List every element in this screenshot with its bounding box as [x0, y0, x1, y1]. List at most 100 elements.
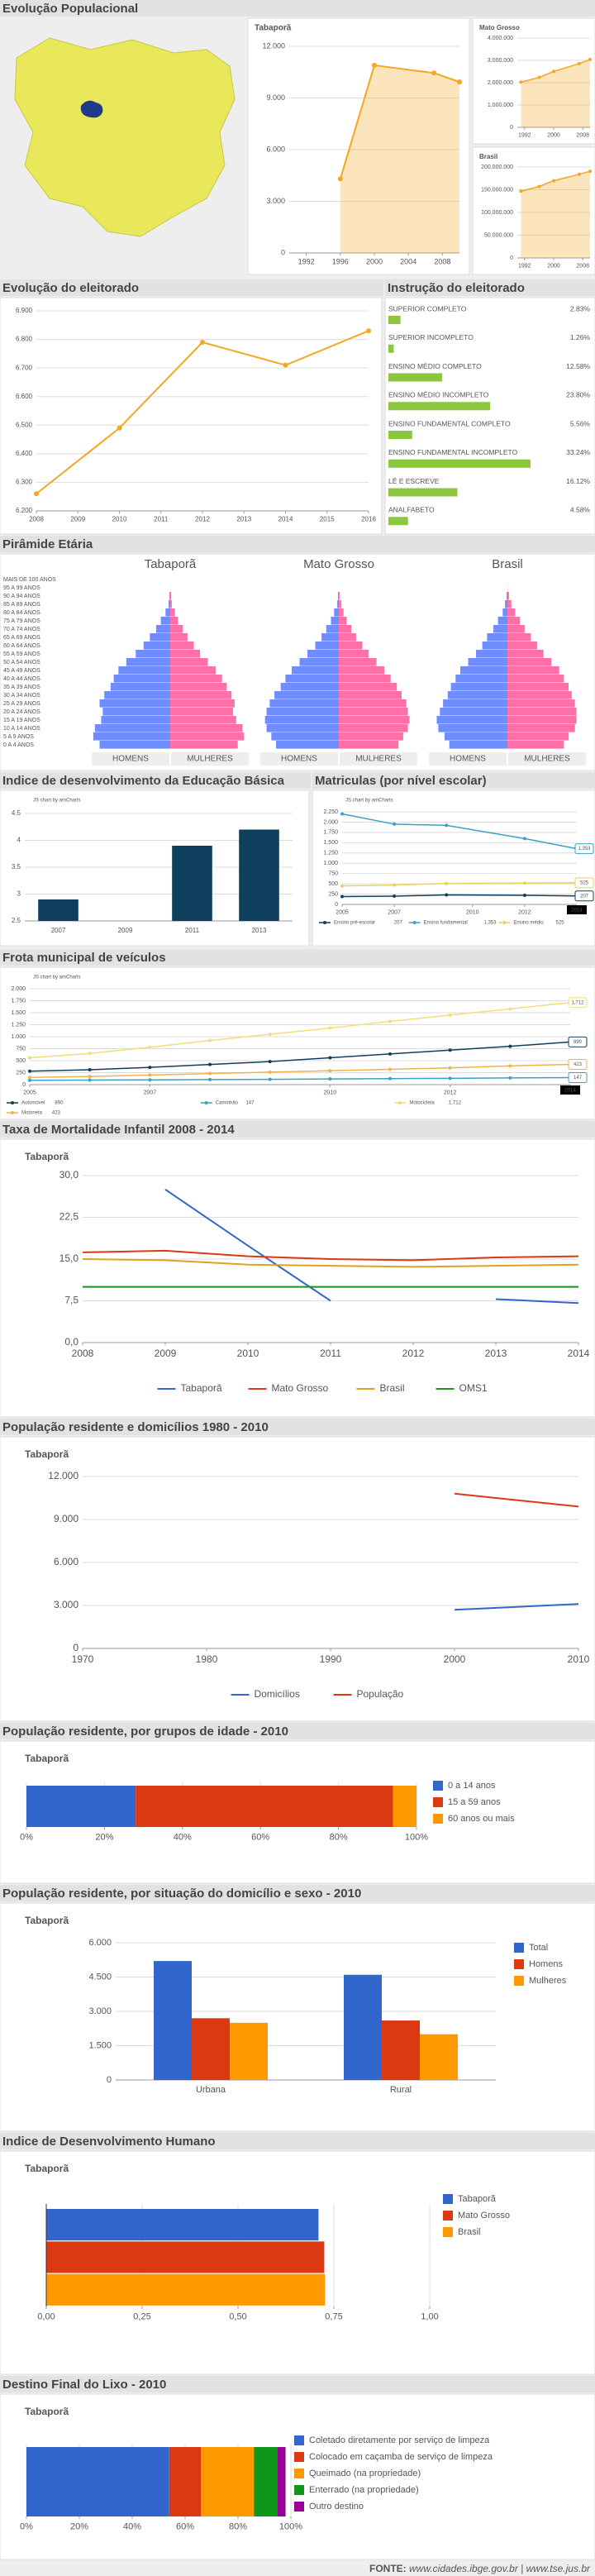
- y-tick-label: 1.000: [11, 1034, 26, 1040]
- female-bar: [507, 650, 544, 658]
- point: [88, 1068, 92, 1072]
- legend-label: 15 a 59 anos: [448, 1797, 501, 1807]
- legend-label: Domicílios: [255, 1688, 300, 1700]
- point: [393, 883, 397, 887]
- female-label: MULHERES: [187, 755, 233, 764]
- x-tick-label: Urbana: [196, 2085, 226, 2095]
- sex-label-bg: [92, 752, 169, 766]
- female-bar: [339, 608, 344, 617]
- point: [388, 1067, 392, 1071]
- y-tick-label: 250: [328, 891, 338, 897]
- x-tick-label: 2010: [324, 1090, 337, 1095]
- male-bar: [155, 625, 170, 633]
- y-tick-label: 6.400: [16, 450, 33, 457]
- section-title: Taxa de Mortalidade Infantil 2008 - 2014: [2, 1123, 235, 1137]
- male-bar: [315, 642, 339, 650]
- bar: [192, 2018, 230, 2080]
- y-tick-label: 9.000: [54, 1513, 79, 1524]
- age-label: 70 A 74 ANOS: [3, 627, 40, 632]
- y-tick-label: 6.800: [16, 336, 33, 343]
- value-label: 2.83%: [570, 304, 591, 312]
- y-tick-label: 2.250: [323, 809, 338, 815]
- chart-subtitle: Tabaporã: [25, 1151, 69, 1162]
- section-title: Matriculas (por nível escolar): [315, 774, 487, 788]
- legend-swatch: [294, 2469, 304, 2478]
- category-label: ANALFABETO: [388, 506, 435, 514]
- point: [337, 176, 343, 182]
- y-tick-label: 1.500: [323, 840, 338, 846]
- value-tag: 207: [580, 894, 589, 899]
- female-bar: [170, 642, 194, 650]
- bar-segment: [393, 1786, 416, 1827]
- point: [448, 1048, 452, 1052]
- y-tick-label: 1.000.000: [488, 103, 513, 108]
- female-bar: [507, 658, 552, 666]
- female-bar: [507, 716, 577, 724]
- legend-marker: [11, 1111, 14, 1114]
- point: [445, 893, 449, 897]
- chart-subtitle: Tabaporã: [25, 1915, 69, 1926]
- section-header-bg: [0, 279, 383, 296]
- chart-subtitle: Tabaporã: [25, 2163, 69, 2174]
- section-title: Destino Final do Lixo - 2010: [2, 2378, 166, 2392]
- value-tag-bg: [574, 843, 594, 855]
- female-bar: [507, 732, 569, 741]
- legend-label: Outro destino: [309, 2502, 364, 2512]
- section-title: Indice de desenvolvimento da Educação Bá…: [2, 774, 285, 788]
- x-tick-label: 0,50: [229, 2312, 246, 2322]
- panel: [0, 1436, 595, 1722]
- male-bar: [447, 691, 507, 699]
- bar: [46, 2273, 326, 2306]
- x-tick-label: 100%: [279, 2522, 302, 2532]
- male-bar: [450, 683, 507, 691]
- point: [445, 823, 449, 828]
- y-tick-label: 0,0: [64, 1336, 79, 1348]
- female-bar: [339, 650, 369, 658]
- x-tick-label: 2009: [118, 927, 133, 934]
- point: [268, 1077, 272, 1081]
- chart-subtitle: Tabaporã: [25, 1448, 69, 1460]
- section-title: População residente, por grupos de idade…: [2, 1724, 288, 1739]
- female-bar: [339, 617, 347, 625]
- bar: [420, 2034, 458, 2080]
- x-tick-label: 2007: [51, 927, 66, 934]
- x-tick-label: 80%: [330, 1833, 348, 1843]
- y-tick-label: 0: [510, 125, 513, 131]
- point: [552, 69, 555, 74]
- point: [552, 179, 555, 183]
- female-bar: [507, 617, 521, 625]
- point: [393, 822, 397, 826]
- bar: [46, 2209, 319, 2241]
- female-label: MULHERES: [355, 755, 402, 764]
- legend-label: Mato Grosso: [458, 2211, 510, 2221]
- x-tick-label: 100%: [405, 1833, 428, 1843]
- point: [508, 1044, 512, 1048]
- point: [117, 425, 122, 431]
- bar: [388, 459, 531, 468]
- point: [588, 169, 592, 174]
- male-label: HOMENS: [112, 755, 149, 764]
- y-tick-label: 1.500: [11, 1010, 26, 1016]
- female-bar: [507, 691, 572, 699]
- point: [393, 894, 397, 899]
- legend-swatch: [433, 1781, 443, 1791]
- y-tick-label: 3.000.000: [488, 58, 513, 64]
- female-bar: [170, 675, 222, 683]
- point: [208, 1062, 212, 1066]
- line: [82, 1258, 579, 1268]
- age-label: 50 A 54 ANOS: [3, 660, 40, 665]
- y-tick-label: 6.000: [266, 145, 285, 153]
- male-bar: [165, 608, 170, 617]
- x-tick-label: 2005: [336, 909, 349, 915]
- point: [388, 1052, 392, 1056]
- x-tick-label: 2008: [434, 258, 450, 266]
- value-tag-bg: [574, 877, 594, 889]
- y-tick-label: 1.750: [323, 830, 338, 836]
- x-tick-label: 1996: [332, 258, 349, 266]
- female-bar: [339, 683, 397, 691]
- legend-swatch: [294, 2435, 304, 2445]
- value-label: 5.56%: [570, 419, 591, 427]
- section-header-bg: [0, 772, 311, 789]
- male-bar: [285, 675, 339, 683]
- female-bar: [170, 592, 171, 600]
